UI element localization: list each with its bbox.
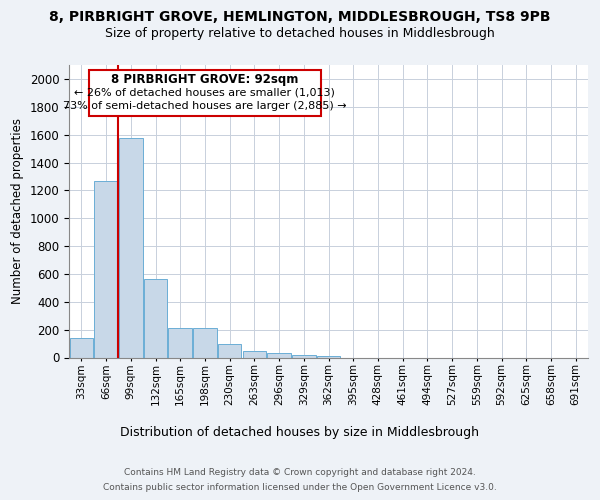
Text: ← 26% of detached houses are smaller (1,013): ← 26% of detached houses are smaller (1,… — [74, 88, 335, 98]
Bar — [218, 344, 241, 358]
FancyBboxPatch shape — [89, 70, 321, 116]
Bar — [94, 182, 118, 358]
Bar — [169, 328, 192, 358]
Bar — [119, 138, 143, 358]
Text: Distribution of detached houses by size in Middlesbrough: Distribution of detached houses by size … — [121, 426, 479, 439]
Text: Size of property relative to detached houses in Middlesbrough: Size of property relative to detached ho… — [105, 28, 495, 40]
Bar — [268, 354, 291, 358]
Text: 8, PIRBRIGHT GROVE, HEMLINGTON, MIDDLESBROUGH, TS8 9PB: 8, PIRBRIGHT GROVE, HEMLINGTON, MIDDLESB… — [49, 10, 551, 24]
Text: 73% of semi-detached houses are larger (2,885) →: 73% of semi-detached houses are larger (… — [63, 100, 347, 110]
Bar — [70, 338, 93, 357]
Y-axis label: Number of detached properties: Number of detached properties — [11, 118, 24, 304]
Bar — [144, 279, 167, 357]
Text: Contains HM Land Registry data © Crown copyright and database right 2024.: Contains HM Land Registry data © Crown c… — [124, 468, 476, 477]
Bar — [292, 356, 316, 358]
Text: 8 PIRBRIGHT GROVE: 92sqm: 8 PIRBRIGHT GROVE: 92sqm — [111, 74, 299, 86]
Text: Contains public sector information licensed under the Open Government Licence v3: Contains public sector information licen… — [103, 483, 497, 492]
Bar — [193, 328, 217, 358]
Bar — [317, 356, 340, 358]
Bar — [242, 350, 266, 358]
